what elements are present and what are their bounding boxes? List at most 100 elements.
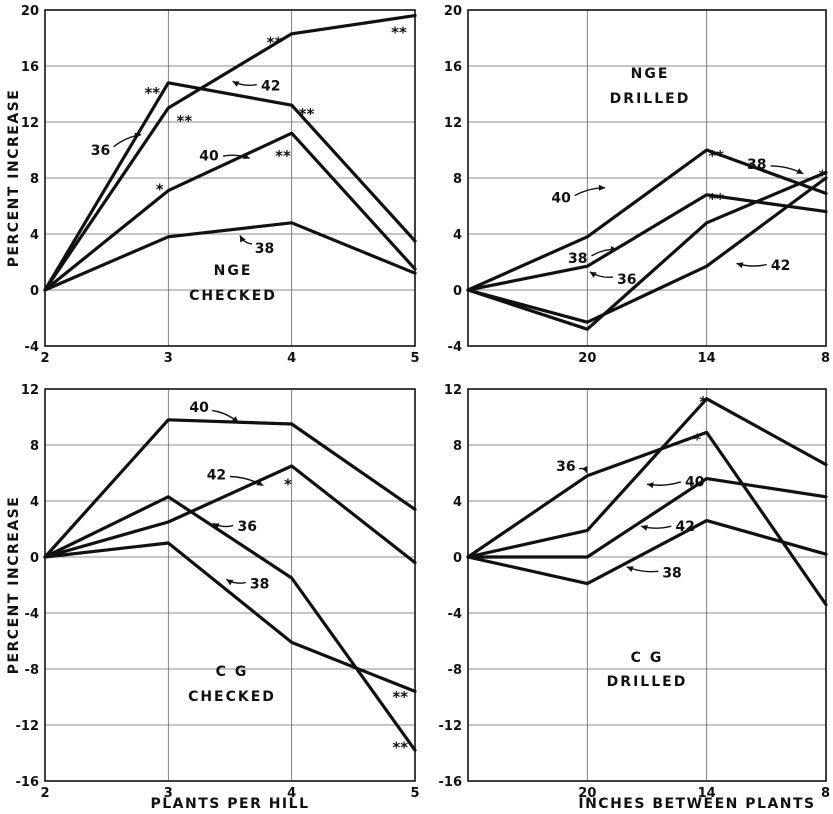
x-tick-label: 2: [40, 786, 49, 801]
y-tick-label: 0: [30, 284, 39, 299]
series-label: 38: [250, 577, 269, 593]
series-line-36: [466, 193, 828, 292]
significance-mark: **: [391, 24, 407, 42]
plot-frame: [467, 388, 827, 782]
label-arrowhead: [641, 524, 648, 531]
y-tick-label: 16: [21, 60, 39, 75]
y-tick-label: -12: [439, 719, 463, 734]
series-label: 38: [662, 565, 681, 581]
x-tick-label: 20: [578, 351, 596, 366]
plot-frame: [44, 388, 416, 782]
y-tick-label: 12: [21, 383, 39, 398]
series-label: 42: [207, 467, 226, 483]
label-arrowhead: [242, 153, 250, 159]
x-axis-title: INCHES BETWEEN PLANTS: [578, 796, 815, 812]
y-axis-title: PERCENT INCREASE: [6, 496, 22, 675]
y-tick-label: -12: [16, 719, 40, 734]
y-tick-label: -16: [16, 775, 40, 790]
significance-mark: **: [392, 739, 408, 757]
y-tick-label: -4: [25, 340, 39, 355]
label-arrowhead: [256, 479, 264, 486]
y-tick-label: 0: [30, 551, 39, 566]
series-line-38: [466, 518, 828, 586]
y-tick-label: 0: [453, 284, 462, 299]
significance-mark: **: [177, 112, 193, 130]
x-tick-label: 8: [821, 786, 830, 801]
series-line-40: [43, 418, 417, 559]
significance-mark: **: [708, 190, 724, 208]
series-label: 38: [568, 251, 587, 267]
series-line-42: [43, 464, 417, 565]
series-label: 40: [189, 400, 209, 416]
series-label: 38: [255, 241, 274, 257]
y-tick-label: 4: [30, 495, 39, 510]
y-tick-label: -8: [25, 663, 39, 678]
x-tick-label: 3: [164, 351, 173, 366]
significance-mark: *: [818, 166, 826, 184]
x-tick-label: 14: [698, 351, 716, 366]
label-arrowhead: [581, 466, 588, 473]
label-arrowhead: [589, 271, 597, 278]
series-line-42: [466, 176, 828, 324]
x-tick-label: 4: [287, 786, 296, 801]
y-tick-label: 12: [444, 383, 462, 398]
series-line-40: [43, 131, 417, 292]
y-tick-label: 4: [30, 228, 39, 243]
series-label: 40: [199, 149, 219, 165]
significance-mark: **: [392, 688, 408, 706]
panel-title: NGE: [214, 263, 253, 279]
x-tick-label: 3: [164, 786, 173, 801]
y-tick-label: 20: [21, 4, 39, 19]
y-tick-label: -8: [448, 663, 462, 678]
x-tick-label: 5: [410, 351, 419, 366]
y-tick-label: 8: [453, 439, 462, 454]
series-label: 42: [771, 258, 790, 274]
chart-panel-bottom-right: -16 -12 -8 -4 0 4 8 12 20 14 8 36 38 40 42 * * C G DRILLED…: [439, 383, 831, 812]
significance-mark: **: [275, 147, 291, 165]
series-line-38: [43, 541, 417, 694]
series-label: 40: [685, 474, 705, 490]
significance-mark: *: [156, 180, 164, 198]
series-line-42: [43, 14, 417, 292]
series-label: 36: [238, 519, 257, 535]
significance-mark: *: [699, 393, 707, 411]
series-line-36: [43, 495, 417, 752]
panel-title: CHECKED: [188, 689, 276, 705]
panel-title: DRILLED: [607, 674, 688, 690]
significance-mark: **: [708, 147, 724, 165]
series-label: 42: [261, 79, 280, 95]
label-arrowhead: [598, 184, 606, 191]
series-label: 36: [617, 272, 636, 288]
significance-mark: *: [693, 431, 701, 449]
label-arrowhead: [239, 235, 246, 243]
series-label: 40: [551, 191, 571, 207]
y-tick-label: -16: [439, 775, 463, 790]
label-arrowhead: [212, 523, 220, 529]
series-label: 36: [556, 459, 575, 475]
significance-mark: **: [267, 33, 283, 51]
panel-title: NGE: [631, 66, 670, 82]
series-line-36: [43, 81, 417, 292]
label-arrowhead: [796, 168, 804, 174]
series-line-38: [466, 170, 828, 331]
y-tick-label: 20: [444, 4, 462, 19]
y-tick-label: -4: [25, 607, 39, 622]
label-arrowhead: [647, 482, 654, 489]
series-label: 38: [747, 157, 766, 173]
y-tick-label: 4: [453, 228, 462, 243]
label-arrowhead: [610, 246, 618, 253]
x-tick-label: 8: [821, 351, 830, 366]
y-tick-label: 12: [21, 116, 39, 131]
significance-mark: *: [284, 475, 292, 493]
y-tick-label: -4: [448, 607, 462, 622]
label-arrowhead: [134, 132, 142, 139]
series-line-36: [466, 430, 828, 607]
panel-title: C G: [216, 664, 249, 680]
series-label: 42: [675, 519, 694, 535]
significance-mark: **: [299, 105, 315, 123]
series-line-42: [466, 477, 828, 559]
label-arrowhead: [226, 579, 234, 586]
